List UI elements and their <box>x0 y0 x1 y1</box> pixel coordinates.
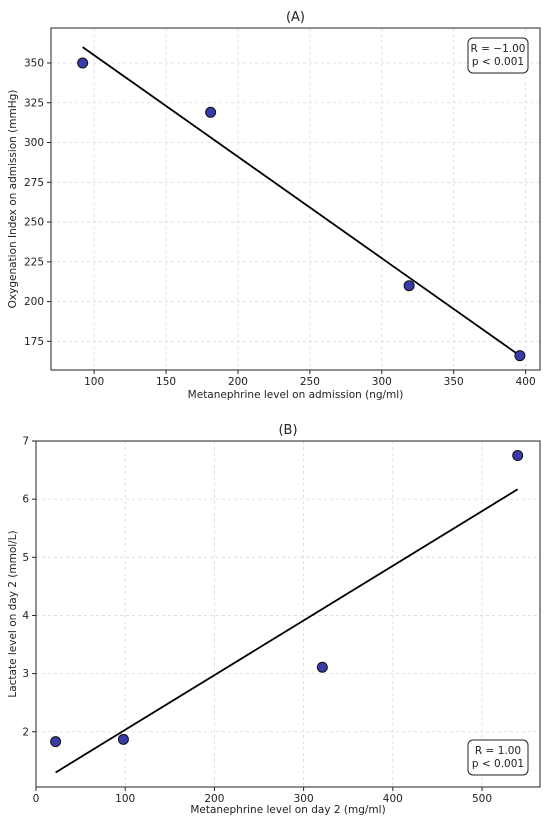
y-tick-label: 200 <box>24 296 44 308</box>
y-axis-label: Oxygenation Index on admission (mmHg) <box>7 90 19 309</box>
plot-frame <box>50 27 541 371</box>
x-tick-label: 350 <box>444 376 464 388</box>
y-tick-label: 225 <box>24 256 44 268</box>
x-tick-label: 400 <box>516 376 536 388</box>
stats-box <box>467 739 529 776</box>
y-tick-label: 5 <box>22 552 29 564</box>
x-tick-label: 500 <box>472 793 492 805</box>
x-tick-label: 150 <box>156 376 176 388</box>
y-tick-label: 2 <box>22 726 29 738</box>
stats-p-value: p < 0.001 <box>472 758 524 770</box>
y-tick-label: 175 <box>24 336 44 348</box>
x-tick-label: 300 <box>294 793 314 805</box>
chart-title: (B) <box>278 423 297 438</box>
data-point <box>316 661 328 673</box>
y-tick-label: 7 <box>22 436 29 448</box>
x-tick-label: 250 <box>300 376 320 388</box>
data-point <box>117 733 129 745</box>
x-tick-label: 200 <box>204 793 224 805</box>
stats-r-value: R = −1.00 <box>471 43 526 55</box>
x-tick-label: 100 <box>84 376 104 388</box>
x-axis-label: Metanephrine level on admission (ng/ml) <box>188 389 404 401</box>
y-tick-label: 250 <box>24 217 44 229</box>
y-tick-label: 3 <box>22 668 29 680</box>
data-point <box>50 736 62 748</box>
y-axis-label: Lactate level on day 2 (mmol/L) <box>7 530 19 697</box>
x-tick-label: 300 <box>372 376 392 388</box>
stats-r-value: R = 1.00 <box>475 745 521 757</box>
data-point <box>514 350 526 362</box>
regression-line <box>55 488 519 774</box>
chart-title: (A) <box>286 10 305 25</box>
plot-frame <box>35 440 541 788</box>
regression-line <box>82 46 521 357</box>
x-tick-label: 0 <box>33 793 40 805</box>
data-point <box>403 280 415 292</box>
data-point <box>205 106 217 118</box>
panel-b: 0 100 200 300 400 500 2 3 4 5 6 7 (B) Metanephrine le… <box>7 423 541 816</box>
stats-box <box>467 37 529 74</box>
x-tick-label: 400 <box>383 793 403 805</box>
panel-a: 100 150 200 250 300 350 400 175 200 225 250 275 300 3… <box>7 10 541 401</box>
y-tick-label: 300 <box>24 137 44 149</box>
y-tick-label: 350 <box>24 57 44 69</box>
x-axis-label: Metanephrine level on day 2 (mg/ml) <box>190 804 385 816</box>
y-tick-label: 4 <box>22 610 29 622</box>
data-point <box>512 450 524 462</box>
y-tick-label: 6 <box>22 494 29 506</box>
y-tick-label: 325 <box>24 97 44 109</box>
x-tick-label: 200 <box>228 376 248 388</box>
x-tick-label: 100 <box>115 793 135 805</box>
y-tick-label: 275 <box>24 177 44 189</box>
data-point <box>77 57 89 69</box>
stats-p-value: p < 0.001 <box>472 56 524 68</box>
